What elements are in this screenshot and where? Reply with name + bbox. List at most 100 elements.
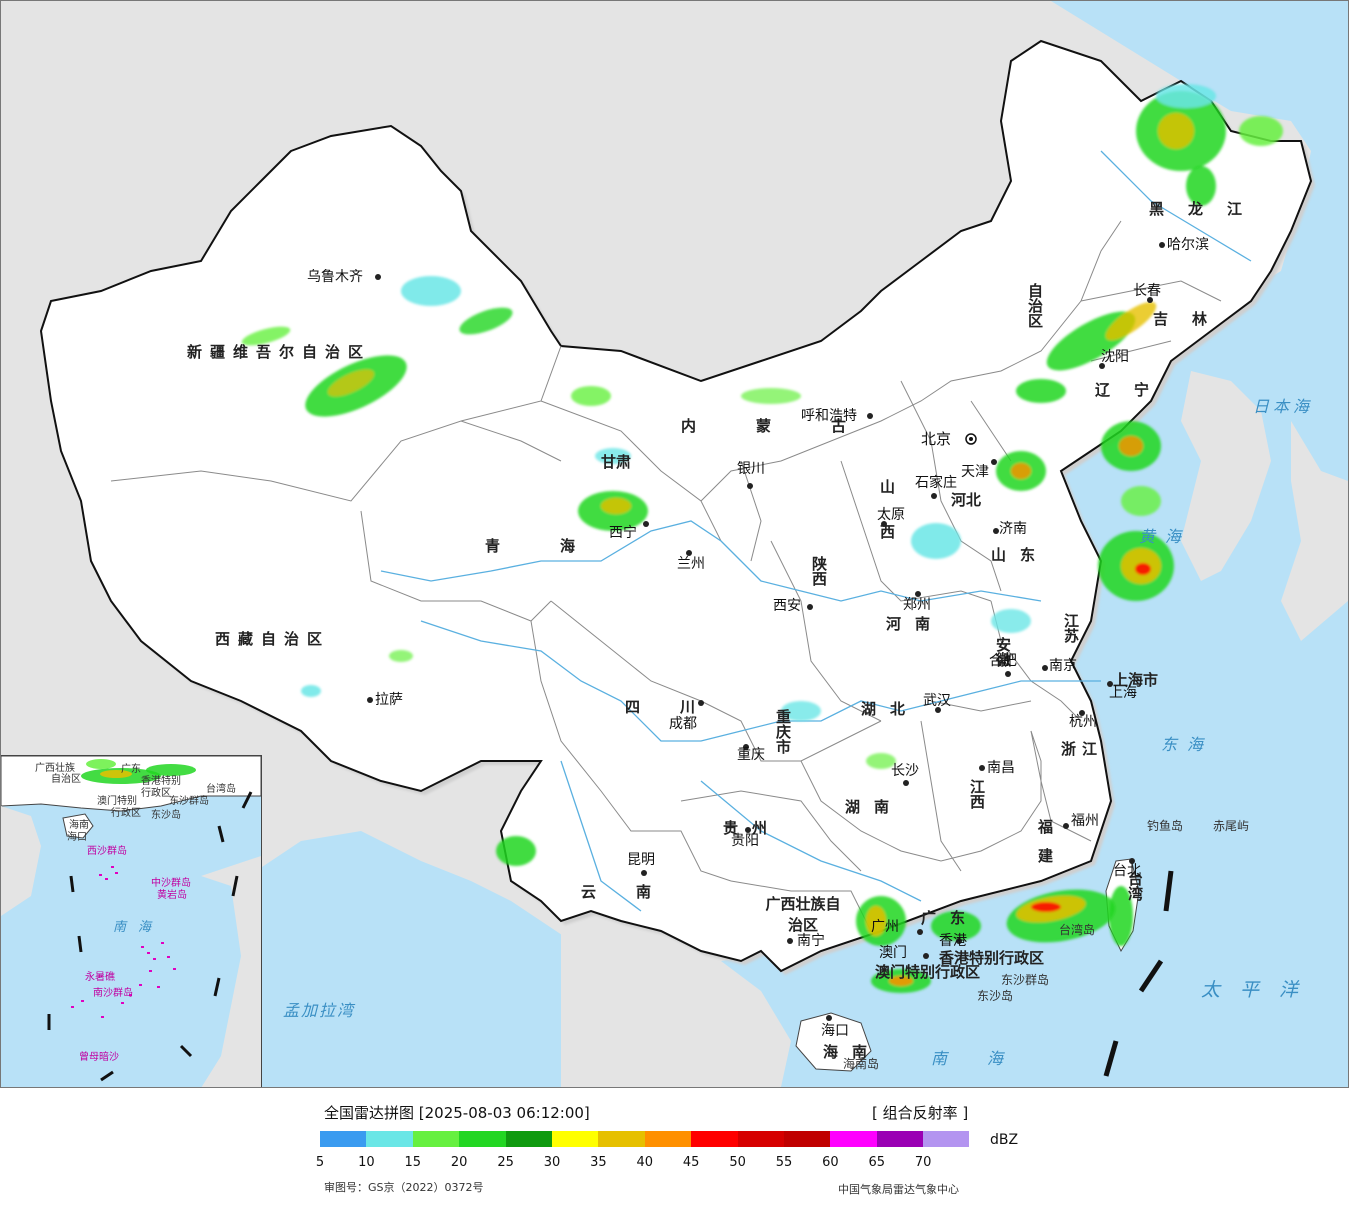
inset-label: 澳门特别: [97, 796, 137, 807]
city-dot: [1159, 242, 1165, 248]
tick-label: 70: [914, 1155, 932, 1170]
city-label: 贵阳: [731, 833, 759, 849]
city-label: 郑州: [903, 597, 931, 613]
inset-label: 自治区: [51, 774, 81, 785]
province-label: 台湾: [1126, 871, 1144, 901]
island-label: 赤尾屿: [1213, 819, 1250, 833]
city-label: 武汉: [923, 693, 951, 709]
province-label: 河南: [886, 615, 945, 633]
maritime-boundary: [1103, 870, 1174, 1077]
province-label: 吉林: [1153, 310, 1232, 328]
color-swatch: [644, 1131, 692, 1147]
province-label: 甘肃: [601, 453, 632, 471]
city-label: 石家庄: [915, 475, 957, 491]
city-dot: [915, 591, 921, 597]
unit-label: dBZ: [990, 1132, 1019, 1148]
city-dot: [956, 938, 962, 944]
china-land: [39, 39, 1313, 973]
city-label: 福州: [1071, 813, 1099, 829]
island-label: 东沙岛: [977, 989, 1014, 1003]
color-swatch: [923, 1131, 970, 1147]
city-label: 西安: [773, 598, 801, 614]
city-dot: [867, 413, 873, 419]
beijing-marker: [965, 433, 977, 445]
land-japan: [1281, 421, 1348, 641]
city-dot: [747, 483, 753, 489]
approval-number: 审图号：GS京（2022）0372号: [324, 1181, 484, 1194]
sea-label: 太平洋: [1201, 979, 1319, 1001]
inset-label: 海南: [69, 820, 89, 831]
color-swatch: [412, 1131, 460, 1147]
province-label: 山西: [878, 479, 896, 569]
hainan-island: [795, 1012, 872, 1072]
inset-label: 南沙群岛: [93, 988, 133, 999]
city-label: 上海: [1109, 685, 1137, 701]
province-label: 湖北: [861, 700, 920, 718]
island-label: 海南岛: [843, 1057, 880, 1071]
city-dot: [917, 929, 923, 935]
city-dot: [1147, 297, 1153, 303]
color-swatch: [366, 1131, 413, 1147]
color-swatch: [598, 1131, 645, 1147]
map-canvas: [39, 1, 1348, 1087]
city-dot: [698, 700, 704, 706]
tick-label: 45: [682, 1155, 700, 1170]
city-label: 南昌: [987, 760, 1015, 776]
city-dot: [923, 953, 929, 959]
map-title: 全国雷达拼图 [2025-08-03 06:12:00]: [324, 1104, 590, 1122]
province-label: 澳门特别行政区: [875, 963, 981, 981]
city-dot: [903, 780, 909, 786]
tick-label: 20: [450, 1155, 468, 1170]
city-label: 长沙: [891, 763, 919, 779]
inset-label: 中沙群岛: [151, 878, 191, 889]
tick-label: 10: [358, 1155, 375, 1170]
color-swatch: [459, 1131, 506, 1147]
radar-echoes: [241, 84, 1283, 993]
city-dot: [935, 707, 941, 713]
city-dot: [931, 493, 937, 499]
tick-label: 30: [543, 1155, 561, 1170]
city-label: 长春: [1133, 283, 1161, 299]
city-dot: [881, 521, 887, 527]
south-china-sea-inset: 广西壮族 自治区 广东 香港特别 行政区 澳门特别 行政区 台湾岛 东沙群岛 东…: [1, 755, 262, 1087]
city-label: 太原: [877, 507, 905, 523]
city-label: 合肥: [989, 653, 1017, 669]
tick-label: 65: [868, 1155, 886, 1170]
color-scale: [320, 1131, 970, 1147]
province-label: 上海市: [1113, 671, 1159, 689]
province-label: 陕西: [810, 556, 828, 586]
city-label: 呼和浩特: [801, 408, 857, 424]
city-label: 南京: [1049, 658, 1077, 674]
color-swatch: [876, 1131, 924, 1147]
tick-label: 35: [590, 1155, 607, 1170]
city-dot: [979, 765, 985, 771]
city-label: 杭州: [1069, 714, 1097, 730]
color-swatch: [783, 1131, 831, 1147]
inset-label: 海口: [67, 832, 87, 843]
city-label: 西宁: [609, 525, 637, 541]
city-label: 台北: [1113, 863, 1141, 879]
city-dot: [1042, 665, 1048, 671]
province-label: 新疆维吾尔自治区: [187, 343, 372, 361]
sea-label: 孟加拉湾: [283, 1001, 356, 1020]
inset-canvas: [1, 756, 261, 1087]
province-label: 青海: [485, 537, 636, 555]
city-dot: [367, 697, 373, 703]
island-label: 台湾岛: [1059, 923, 1096, 937]
inset-label: 东沙群岛: [169, 796, 209, 807]
city-label: 昆明: [627, 852, 655, 868]
tick-label: 50: [729, 1155, 746, 1170]
city-label: 澳门: [879, 945, 907, 961]
city-dot: [807, 604, 813, 610]
city-label: 银川: [737, 461, 765, 477]
inset-label: 广西壮族: [35, 763, 75, 774]
city-label: 沈阳: [1101, 349, 1129, 365]
city-dot: [1079, 710, 1085, 716]
color-swatch: [505, 1131, 552, 1147]
color-swatch: [691, 1131, 738, 1147]
province-label: 广东: [921, 909, 980, 927]
city-label: 兰州: [677, 556, 705, 572]
city-dot: [1107, 681, 1113, 687]
city-label: 北京: [921, 430, 952, 448]
province-label: 山东: [991, 546, 1050, 564]
